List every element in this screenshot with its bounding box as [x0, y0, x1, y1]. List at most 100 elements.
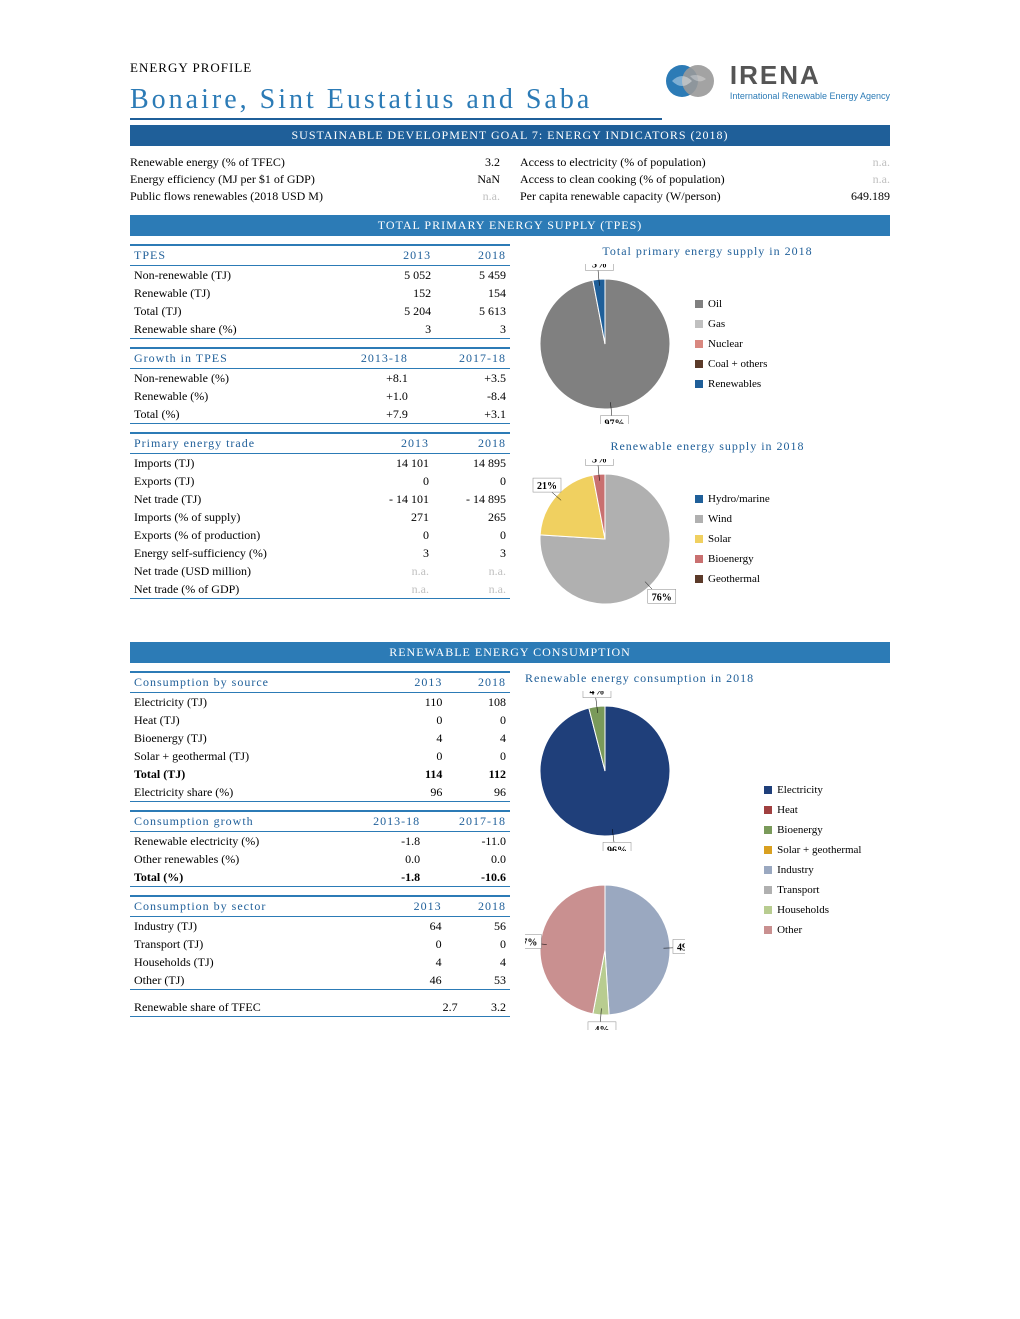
data-table: Consumption by source20132018Electricity… [130, 671, 510, 802]
table-cell: 0 [433, 472, 510, 490]
table-cell: Net trade (USD million) [130, 562, 356, 580]
table-cell: 5 052 [360, 266, 435, 285]
table-cell: Other (TJ) [130, 971, 381, 990]
table-header: 2013-18 [314, 348, 412, 369]
data-table: Consumption growth2013-182017-18Renewabl… [130, 810, 510, 887]
legend-label: Gas [708, 318, 725, 330]
legend-swatch [764, 926, 772, 934]
legend-label: Wind [708, 513, 732, 525]
legend-item: Nuclear [695, 338, 890, 350]
legend-swatch [764, 866, 772, 874]
table-header: 2018 [446, 672, 510, 693]
legend-swatch [764, 846, 772, 854]
legend-item: Coal + others [695, 358, 890, 370]
legend-item: Wind [695, 513, 890, 525]
indicator-value: n.a. [483, 189, 500, 204]
table-header: Consumption by source [130, 672, 383, 693]
legend-swatch [695, 535, 703, 543]
table-cell: 0 [433, 526, 510, 544]
table-cell: Non-renewable (%) [130, 369, 314, 388]
table-cell: 108 [446, 693, 510, 712]
table-header: 2013 [381, 896, 445, 917]
legend-label: Households [777, 904, 829, 916]
tpes-content: TPES20132018Non-renewable (TJ)5 0525 459… [130, 244, 890, 634]
legend-item: Heat [764, 804, 890, 816]
table-cell: Energy self-sufficiency (%) [130, 544, 356, 562]
legend-label: Bioenergy [708, 553, 754, 565]
legend-label: Hydro/marine [708, 493, 770, 505]
table-header: Consumption by sector [130, 896, 381, 917]
country-name: Bonaire, Sint Eustatius and Saba [130, 84, 662, 120]
table-cell: 46 [381, 971, 445, 990]
indicator-row: Per capita renewable capacity (W/person)… [520, 188, 890, 205]
indicator-row: Access to clean cooking (% of population… [520, 171, 890, 188]
legend-item: Solar [695, 533, 890, 545]
table-cell: 0.0 [338, 850, 424, 868]
table-cell: 5 459 [435, 266, 510, 285]
table-cell: 0.0 [424, 850, 510, 868]
legend-swatch [764, 886, 772, 894]
legend-swatch [695, 340, 703, 348]
svg-text:4%: 4% [589, 691, 604, 698]
svg-text:96%: 96% [607, 845, 627, 851]
table-cell: +7.9 [314, 405, 412, 424]
table-header: Consumption growth [130, 811, 338, 832]
pie-chart: 76%21%3% [525, 459, 685, 619]
table-cell: +3.1 [412, 405, 510, 424]
legend-swatch [764, 906, 772, 914]
legend-swatch [764, 806, 772, 814]
legend-swatch [695, 555, 703, 563]
globe-icon [662, 61, 722, 101]
table-cell: 3.2 [462, 998, 510, 1017]
table-cell: 5 613 [435, 302, 510, 320]
legend-swatch [695, 300, 703, 308]
table-cell: Transport (TJ) [130, 935, 381, 953]
logo-sub-text: International Renewable Energy Agency [730, 91, 890, 101]
legend-item: Solar + geothermal [764, 844, 890, 856]
chart-title: Total primary energy supply in 2018 [525, 244, 890, 259]
table-header: 2013 [356, 433, 433, 454]
table-cell: - 14 101 [356, 490, 433, 508]
table-cell: 0 [446, 747, 510, 765]
table-cell: 0 [446, 711, 510, 729]
sdg-indicators: Renewable energy (% of TFEC)3.2Energy ef… [130, 154, 890, 205]
table-cell: Non-renewable (TJ) [130, 266, 360, 285]
table-header: 2017-18 [412, 348, 510, 369]
table-cell: +8.1 [314, 369, 412, 388]
table-header: Primary energy trade [130, 433, 356, 454]
table-cell: n.a. [433, 562, 510, 580]
table-header: 2018 [433, 433, 510, 454]
table-cell: Net trade (TJ) [130, 490, 356, 508]
indicator-label: Renewable energy (% of TFEC) [130, 155, 285, 170]
table-header: TPES [130, 245, 360, 266]
legend-item: Other [764, 924, 890, 936]
legend-item: Electricity [764, 784, 890, 796]
table-cell: Total (TJ) [130, 765, 383, 783]
legend-label: Coal + others [708, 358, 767, 370]
svg-text:4%: 4% [594, 1025, 609, 1030]
table-cell: 0 [383, 711, 447, 729]
table-cell: 0 [381, 935, 445, 953]
legend-swatch [695, 320, 703, 328]
indicator-label: Per capita renewable capacity (W/person) [520, 189, 721, 204]
table-cell: Industry (TJ) [130, 917, 381, 936]
table-cell: n.a. [356, 580, 433, 599]
table-cell: +3.5 [412, 369, 510, 388]
table-cell: 4 [383, 729, 447, 747]
legend-label: Electricity [777, 784, 823, 796]
table-header: 2018 [435, 245, 510, 266]
indicator-row: Access to electricity (% of population)n… [520, 154, 890, 171]
legend-swatch [695, 360, 703, 368]
table-cell: 4 [381, 953, 445, 971]
table-cell: 3 [435, 320, 510, 339]
indicator-value: 649.189 [851, 189, 890, 204]
pie-chart: 49%4%47% [525, 870, 685, 1030]
table-cell: 4 [446, 729, 510, 747]
indicator-row: Renewable energy (% of TFEC)3.2 [130, 154, 500, 171]
table-cell: Electricity share (%) [130, 783, 383, 802]
table-cell: 64 [381, 917, 445, 936]
table-cell: 0 [446, 935, 510, 953]
table-cell: 3 [356, 544, 433, 562]
legend-swatch [764, 786, 772, 794]
indicator-value: n.a. [873, 172, 890, 187]
